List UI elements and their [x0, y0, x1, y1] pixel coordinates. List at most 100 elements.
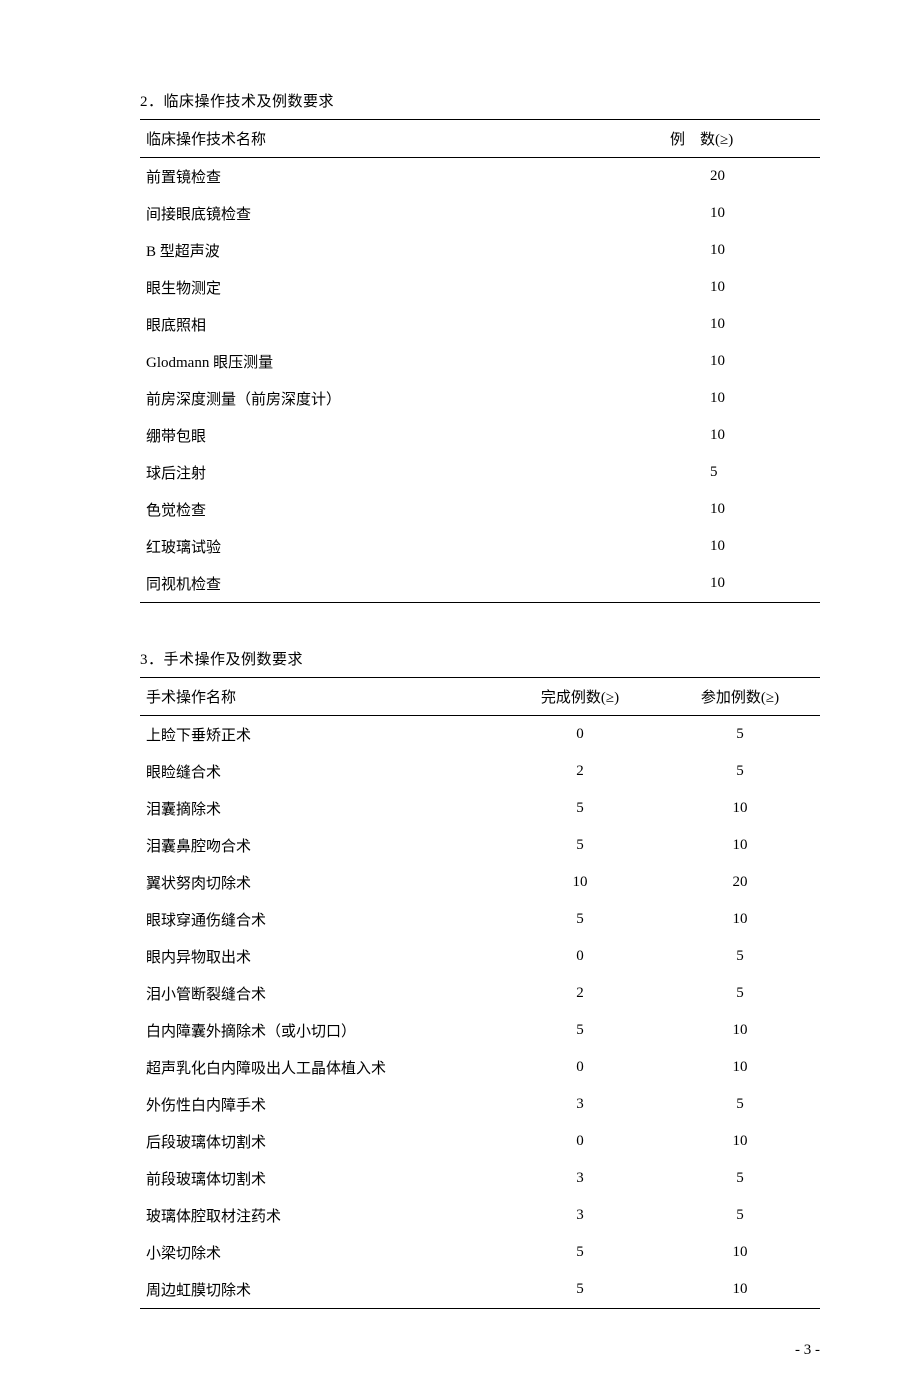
- row-complete: 3: [500, 1160, 660, 1197]
- table-row: 泪囊摘除术510: [140, 790, 820, 827]
- row-count: 10: [670, 306, 820, 343]
- row-complete: 0: [500, 938, 660, 975]
- row-participate: 5: [660, 753, 820, 790]
- row-name: 前房深度测量（前房深度计）: [140, 380, 670, 417]
- row-participate: 5: [660, 938, 820, 975]
- row-participate: 5: [660, 1197, 820, 1234]
- table-row: 白内障囊外摘除术（或小切口）510: [140, 1012, 820, 1049]
- table-row: 前置镜检查20: [140, 158, 820, 196]
- table-row: 周边虹膜切除术510: [140, 1271, 820, 1309]
- table1-header-name: 临床操作技术名称: [140, 120, 670, 158]
- surgery-operations-table: 手术操作名称 完成例数(≥) 参加例数(≥) 上睑下垂矫正术05眼睑缝合术25泪…: [140, 677, 820, 1309]
- page-number: - 3 -: [795, 1342, 820, 1359]
- row-name: 白内障囊外摘除术（或小切口）: [140, 1012, 500, 1049]
- row-participate: 5: [660, 716, 820, 754]
- row-participate: 5: [660, 975, 820, 1012]
- row-complete: 0: [500, 1123, 660, 1160]
- row-name: 前置镜检查: [140, 158, 670, 196]
- row-count: 10: [670, 269, 820, 306]
- section-2-title: 2．临床操作技术及例数要求: [140, 90, 820, 111]
- row-complete: 5: [500, 1012, 660, 1049]
- table-row: 玻璃体腔取材注药术35: [140, 1197, 820, 1234]
- table-row: 前段玻璃体切割术35: [140, 1160, 820, 1197]
- table1-header-count: 例 数(≥): [670, 120, 820, 158]
- row-complete: 2: [500, 975, 660, 1012]
- row-name: 外伤性白内障手术: [140, 1086, 500, 1123]
- row-participate: 10: [660, 790, 820, 827]
- table2-header-complete: 完成例数(≥): [500, 678, 660, 716]
- table-row: 超声乳化白内障吸出人工晶体植入术010: [140, 1049, 820, 1086]
- row-participate: 10: [660, 1123, 820, 1160]
- row-count: 10: [670, 417, 820, 454]
- table-row: 红玻璃试验10: [140, 528, 820, 565]
- table-row: 同视机检查10: [140, 565, 820, 603]
- row-complete: 5: [500, 790, 660, 827]
- row-count: 10: [670, 565, 820, 603]
- table-row: B 型超声波10: [140, 232, 820, 269]
- row-participate: 5: [660, 1160, 820, 1197]
- row-count: 10: [670, 232, 820, 269]
- row-name: 小梁切除术: [140, 1234, 500, 1271]
- row-name: 同视机检查: [140, 565, 670, 603]
- table-row: 上睑下垂矫正术05: [140, 716, 820, 754]
- row-name: 超声乳化白内障吸出人工晶体植入术: [140, 1049, 500, 1086]
- table-row: 色觉检查10: [140, 491, 820, 528]
- table-row: 泪囊鼻腔吻合术510: [140, 827, 820, 864]
- row-name: 眼生物测定: [140, 269, 670, 306]
- row-name: 眼球穿通伤缝合术: [140, 901, 500, 938]
- table1-header-row: 临床操作技术名称 例 数(≥): [140, 120, 820, 158]
- table-row: 眼内异物取出术05: [140, 938, 820, 975]
- row-name: B 型超声波: [140, 232, 670, 269]
- row-name: 绷带包眼: [140, 417, 670, 454]
- row-complete: 5: [500, 827, 660, 864]
- table-row: 后段玻璃体切割术010: [140, 1123, 820, 1160]
- row-participate: 20: [660, 864, 820, 901]
- row-count: 10: [670, 195, 820, 232]
- row-name: 色觉检查: [140, 491, 670, 528]
- table2-header-name: 手术操作名称: [140, 678, 500, 716]
- row-name: 翼状努肉切除术: [140, 864, 500, 901]
- table-row: 前房深度测量（前房深度计）10: [140, 380, 820, 417]
- row-participate: 10: [660, 827, 820, 864]
- row-complete: 5: [500, 901, 660, 938]
- table-row: Glodmann 眼压测量10: [140, 343, 820, 380]
- row-participate: 10: [660, 1234, 820, 1271]
- table-row: 小梁切除术510: [140, 1234, 820, 1271]
- row-count: 10: [670, 380, 820, 417]
- table-row: 球后注射5: [140, 454, 820, 491]
- clinical-operations-table: 临床操作技术名称 例 数(≥) 前置镜检查20间接眼底镜检查10B 型超声波10…: [140, 119, 820, 603]
- row-name: 泪小管断裂缝合术: [140, 975, 500, 1012]
- row-complete: 5: [500, 1271, 660, 1309]
- row-count: 20: [670, 158, 820, 196]
- section-2: 2．临床操作技术及例数要求 临床操作技术名称 例 数(≥) 前置镜检查20间接眼…: [140, 90, 820, 603]
- table-row: 眼底照相10: [140, 306, 820, 343]
- row-name: 周边虹膜切除术: [140, 1271, 500, 1309]
- row-name: 玻璃体腔取材注药术: [140, 1197, 500, 1234]
- table2-header-row: 手术操作名称 完成例数(≥) 参加例数(≥): [140, 678, 820, 716]
- row-name: 眼内异物取出术: [140, 938, 500, 975]
- row-complete: 10: [500, 864, 660, 901]
- table-row: 泪小管断裂缝合术25: [140, 975, 820, 1012]
- table2-header-participate: 参加例数(≥): [660, 678, 820, 716]
- row-name: 球后注射: [140, 454, 670, 491]
- section-3: 3．手术操作及例数要求 手术操作名称 完成例数(≥) 参加例数(≥) 上睑下垂矫…: [140, 648, 820, 1309]
- row-count: 5: [670, 454, 820, 491]
- row-participate: 10: [660, 1049, 820, 1086]
- row-participate: 10: [660, 1012, 820, 1049]
- table-row: 间接眼底镜检查10: [140, 195, 820, 232]
- row-name: Glodmann 眼压测量: [140, 343, 670, 380]
- row-name: 后段玻璃体切割术: [140, 1123, 500, 1160]
- table-row: 绷带包眼10: [140, 417, 820, 454]
- row-name: 眼睑缝合术: [140, 753, 500, 790]
- row-name: 泪囊摘除术: [140, 790, 500, 827]
- row-complete: 5: [500, 1234, 660, 1271]
- row-count: 10: [670, 343, 820, 380]
- row-count: 10: [670, 528, 820, 565]
- row-complete: 2: [500, 753, 660, 790]
- row-complete: 3: [500, 1197, 660, 1234]
- row-complete: 3: [500, 1086, 660, 1123]
- row-participate: 10: [660, 901, 820, 938]
- table-row: 翼状努肉切除术1020: [140, 864, 820, 901]
- row-name: 泪囊鼻腔吻合术: [140, 827, 500, 864]
- row-count: 10: [670, 491, 820, 528]
